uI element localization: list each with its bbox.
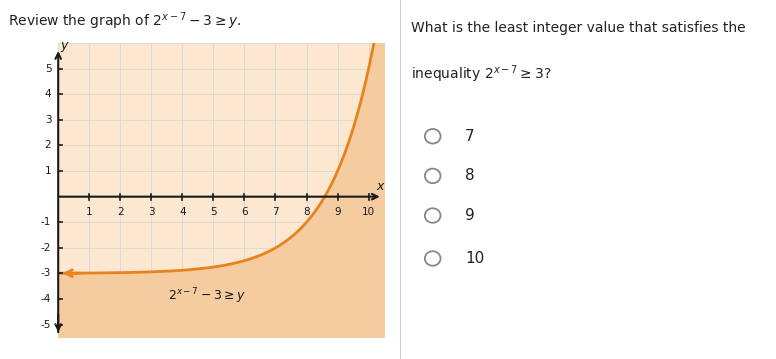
Text: 3: 3 xyxy=(148,207,154,217)
Text: -3: -3 xyxy=(41,269,51,279)
Text: 4: 4 xyxy=(45,89,51,99)
Text: 10: 10 xyxy=(362,207,375,217)
Text: 2: 2 xyxy=(45,140,51,150)
Text: 1: 1 xyxy=(86,207,92,217)
Text: $x$: $x$ xyxy=(376,180,386,192)
Text: -5: -5 xyxy=(41,320,51,330)
Text: 7: 7 xyxy=(465,129,474,144)
Text: What is the least integer value that satisfies the: What is the least integer value that sat… xyxy=(411,21,746,35)
Text: 8: 8 xyxy=(465,168,474,183)
Text: $2^{x-7}-3 \geq y$: $2^{x-7}-3 \geq y$ xyxy=(168,287,246,306)
Text: 9: 9 xyxy=(465,208,475,223)
Text: -2: -2 xyxy=(41,243,51,253)
Text: $y$: $y$ xyxy=(60,41,70,55)
Text: 3: 3 xyxy=(45,115,51,125)
Text: 5: 5 xyxy=(210,207,217,217)
Text: 10: 10 xyxy=(465,251,484,266)
Text: 8: 8 xyxy=(303,207,310,217)
Text: -4: -4 xyxy=(41,294,51,304)
Text: inequality $2^{x-7} \geq 3$?: inequality $2^{x-7} \geq 3$? xyxy=(411,64,552,85)
Text: 1: 1 xyxy=(45,166,51,176)
Text: -1: -1 xyxy=(41,217,51,227)
Text: 4: 4 xyxy=(179,207,185,217)
Text: Review the graph of $2^{x-7}-3 \geq y$.: Review the graph of $2^{x-7}-3 \geq y$. xyxy=(8,11,241,32)
Text: 5: 5 xyxy=(45,64,51,74)
Text: 6: 6 xyxy=(241,207,248,217)
Text: 2: 2 xyxy=(117,207,123,217)
Text: 9: 9 xyxy=(334,207,341,217)
Text: 7: 7 xyxy=(272,207,279,217)
